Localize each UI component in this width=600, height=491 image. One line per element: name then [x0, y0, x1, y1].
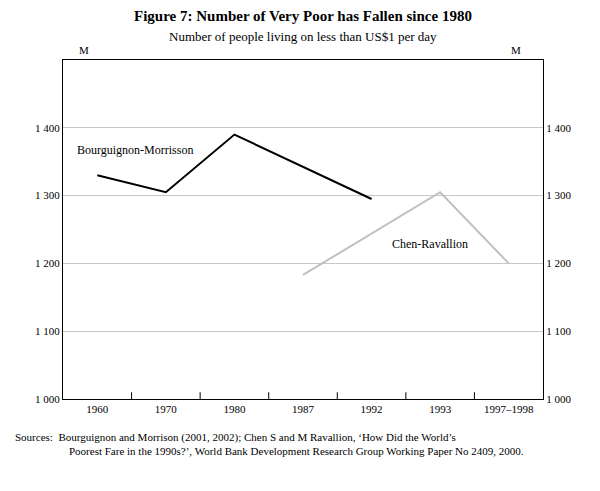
svg-text:M: M — [511, 44, 521, 56]
svg-text:Poorest Fare in the 1990s?’, W: Poorest Fare in the 1990s?’, World Bank … — [69, 445, 524, 457]
svg-text:1970: 1970 — [155, 403, 178, 415]
svg-text:1993: 1993 — [429, 403, 452, 415]
svg-text:1992: 1992 — [361, 403, 383, 415]
svg-text:1 400: 1 400 — [546, 122, 571, 134]
svg-text:1980: 1980 — [223, 403, 246, 415]
svg-text:Figure 7: Number of Very Poor: Figure 7: Number of Very Poor has Fallen… — [134, 8, 472, 24]
svg-text:Chen-Ravallion: Chen-Ravallion — [392, 237, 468, 251]
svg-text:Bourguignon-Morrisson: Bourguignon-Morrisson — [77, 143, 193, 157]
svg-text:Sources: Bourguignon and Morr: Sources: Bourguignon and Morrison (2001,… — [15, 431, 456, 444]
svg-text:1 200: 1 200 — [546, 257, 571, 269]
svg-text:1 200: 1 200 — [35, 257, 60, 269]
svg-text:M: M — [79, 44, 89, 56]
svg-text:Number of people living on les: Number of people living on less than US$… — [169, 29, 437, 44]
svg-text:1987: 1987 — [292, 403, 315, 415]
svg-text:1 300: 1 300 — [546, 189, 571, 201]
svg-text:1 300: 1 300 — [35, 189, 60, 201]
svg-text:1997–1998: 1997–1998 — [484, 403, 534, 415]
svg-text:1 100: 1 100 — [35, 325, 60, 337]
svg-text:1 000: 1 000 — [546, 393, 571, 405]
svg-text:1 000: 1 000 — [35, 393, 60, 405]
svg-text:1960: 1960 — [86, 403, 109, 415]
svg-text:1 400: 1 400 — [35, 122, 60, 134]
svg-text:1 100: 1 100 — [546, 325, 571, 337]
